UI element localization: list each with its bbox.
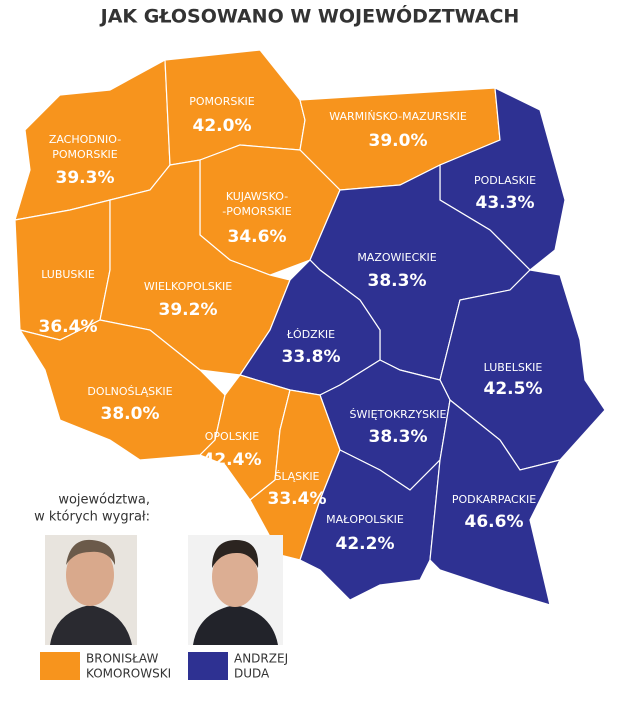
legend-name: ANDRZEJ — [234, 652, 288, 666]
region-name: PODLASKIE — [474, 174, 536, 187]
region-value: 39.0% — [369, 131, 428, 151]
region-value: 38.3% — [369, 427, 428, 447]
region-name: LUBELSKIE — [484, 361, 543, 374]
region-name: -POMORSKIE — [222, 205, 291, 218]
regions — [14, 49, 606, 606]
region-value: 36.4% — [39, 317, 98, 337]
region-name: ŁÓDZKIE — [286, 328, 335, 341]
region-name: OPOLSKIE — [205, 430, 260, 443]
photo-duda — [188, 535, 283, 645]
region-value: 38.0% — [101, 404, 160, 424]
region-name: MAŁOPOLSKIE — [326, 513, 404, 526]
region-value: 33.8% — [282, 347, 341, 367]
region-name: ŚLĄSKIE — [274, 470, 319, 483]
region-value: 43.3% — [476, 193, 535, 213]
region-value: 38.3% — [368, 271, 427, 291]
region-value: 42.0% — [193, 116, 252, 136]
region-value: 33.4% — [268, 489, 327, 509]
region-value: 42.2% — [336, 534, 395, 554]
region-name: PODKARPACKIE — [452, 493, 536, 506]
region-name: ZACHODNIO- — [49, 133, 121, 146]
region-name: WIELKOPOLSKIE — [144, 280, 232, 293]
region-value: 39.2% — [159, 300, 218, 320]
legend: województwa, w których wygrał: BRONISŁAWKO… — [34, 493, 288, 681]
photo-komorowski — [45, 535, 137, 645]
region-name: KUJAWSKO- — [226, 190, 288, 203]
region-name: LUBUSKIE — [41, 268, 95, 281]
legend-name: KOMOROWSKI — [86, 667, 171, 681]
region-value: 42.5% — [484, 379, 543, 399]
legend-caption: województwa, — [58, 493, 150, 508]
region — [299, 449, 441, 601]
legend-caption: w których wygrał: — [34, 510, 150, 525]
region-value: 42.4% — [203, 450, 262, 470]
region-value: 34.6% — [228, 227, 287, 247]
region-name: MAZOWIECKIE — [357, 251, 436, 264]
region-name: ŚWIĘTOKRZYSKIE — [350, 408, 447, 421]
region-name: POMORSKIE — [52, 148, 118, 161]
region — [429, 398, 562, 606]
legend-name: DUDA — [234, 667, 270, 681]
title: JAK GŁOSOWANO W WOJEWÓDZTWACH — [99, 4, 520, 28]
legend-name: BRONISŁAW — [86, 652, 158, 666]
region-name: DOLNOŚLĄSKIE — [87, 385, 172, 398]
region-name: WARMIŃSKO-MAZURSKIE — [329, 110, 467, 123]
labels: ZACHODNIO- POMORSKIE 39.3% POMORSKIE 42.0% WA… — [39, 95, 543, 554]
region-value: 46.6% — [465, 512, 524, 532]
region-name: POMORSKIE — [189, 95, 255, 108]
legend-swatch — [40, 652, 80, 680]
region — [249, 389, 341, 561]
region-value: 39.3% — [56, 168, 115, 188]
legend-swatch — [188, 652, 228, 680]
